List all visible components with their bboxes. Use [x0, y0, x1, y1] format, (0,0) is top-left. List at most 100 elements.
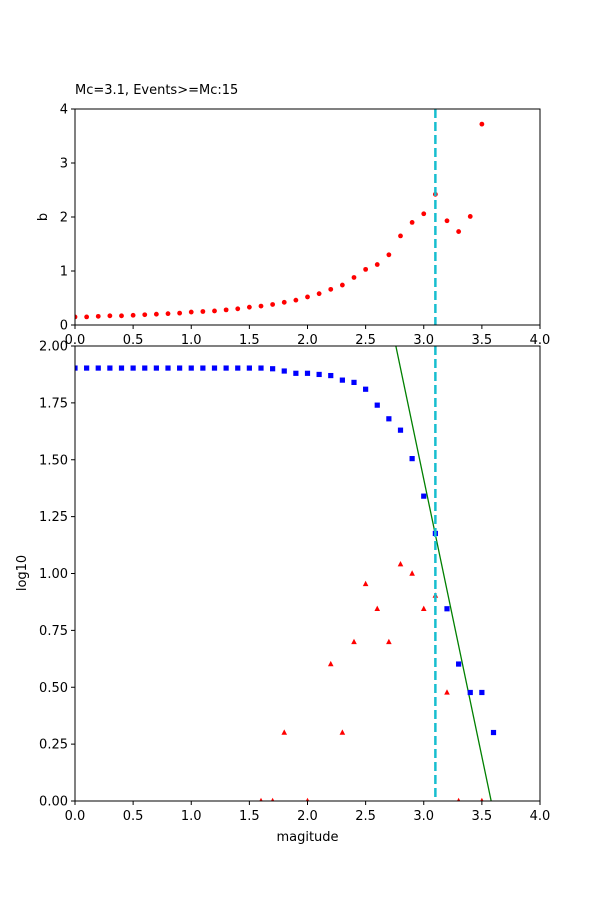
b-value-point [223, 307, 229, 313]
b-value-point [119, 313, 124, 319]
noncumulative-count-point [351, 638, 357, 645]
b-value-point [107, 313, 113, 319]
frequency-magnitude-panel: log10 magitude 0.0 0.5 1.0 1.5 2.0 2.5 3.0 3.5 4… [15, 340, 550, 846]
top-y-tick-labels: 0 1 2 3 4 [60, 103, 75, 334]
cumulative-count-point [479, 689, 485, 696]
b-value-point [188, 309, 194, 315]
noncumulative-count-point [327, 660, 334, 667]
cumulative-count-point [211, 365, 218, 371]
noncumulative-count-point [456, 797, 461, 801]
noncumulative-count-point [362, 580, 369, 587]
cumulative-count-point [235, 365, 241, 371]
b-value-point [305, 294, 310, 300]
top-axes-frame [74, 108, 541, 326]
bottom-x-tick-label: 1.0 [181, 809, 202, 824]
cumulative-count-point [75, 365, 78, 371]
cumulative-count-point [328, 372, 334, 379]
bottom-y-tick-label: 0.25 [39, 738, 68, 753]
top-y-tick-label: 1 [60, 265, 68, 280]
bottom-y-tick-label: 1.75 [39, 396, 68, 411]
bottom-x-tick-label: 1.5 [239, 809, 260, 824]
b-value-point [235, 306, 241, 312]
b-value-point [398, 233, 403, 239]
cumulative-count-point [177, 365, 183, 371]
noncumulative-count-point [409, 570, 415, 576]
b-value-point [75, 314, 78, 320]
bottom-y-tick-label: 0.50 [39, 681, 68, 696]
bottom-axes-frame [74, 345, 541, 802]
top-x-tick-label: 3.5 [472, 333, 493, 348]
bottom-panel-ylabel: log10 [15, 555, 30, 591]
b-value-point [246, 304, 252, 310]
top-x-tick-label: 2.5 [355, 333, 376, 348]
cumulative-count-point [293, 370, 299, 376]
cumulative-count-point [200, 365, 206, 371]
bottom-x-tick-label: 2.0 [297, 809, 318, 824]
bottom-x-tick-label: 3.0 [413, 809, 434, 824]
b-value-panel: Mc=3.1, Events>=Mc:15 b 0.0 0.5 1.0 1.5 2.0 2… [36, 83, 550, 348]
cumulative-count-point [316, 371, 322, 378]
noncumulative-count-point [480, 797, 484, 801]
bottom-y-tick-label: 0.00 [39, 795, 68, 810]
b-value-point [316, 291, 322, 297]
bottom-y-tick-labels: 0.00 0.25 0.50 0.75 1.00 1.25 1.50 1.75 2.00 [39, 340, 75, 810]
cumulative-count-point [188, 365, 194, 371]
cumulative-count-point [223, 365, 229, 371]
cumulative-count-point [490, 729, 497, 736]
top-panel-title: Mc=3.1, Events>=Mc:15 [75, 83, 238, 98]
b-value-point [281, 299, 287, 305]
b-value-point [142, 312, 148, 318]
cumulative-count-point [84, 365, 90, 371]
cumulative-count-point [246, 365, 252, 371]
b-value-point [409, 220, 415, 225]
b-value-point [456, 229, 462, 234]
cumulative-count-point [165, 365, 171, 371]
b-value-point [444, 218, 450, 224]
bottom-y-tick-label: 0.75 [39, 624, 68, 639]
bottom-marks [75, 346, 497, 801]
top-x-tick-label: 1.5 [239, 333, 260, 348]
cumulative-count-point [339, 377, 345, 383]
cumulative-count-point [304, 370, 311, 376]
top-panel-ylabel: b [36, 213, 51, 221]
b-value-point [270, 302, 276, 307]
cumulative-count-point [107, 365, 113, 371]
cumulative-count-point [130, 365, 136, 371]
cumulative-count-point [409, 456, 415, 462]
b-value-point [339, 282, 345, 288]
bottom-panel-xlabel: magitude [276, 830, 338, 845]
b-value-point [467, 214, 473, 219]
top-marks [75, 109, 485, 325]
b-value-point [95, 313, 101, 319]
bottom-y-tick-label: 1.00 [39, 567, 68, 582]
noncumulative-count-point [386, 638, 392, 645]
top-x-tick-label: 1.0 [181, 333, 202, 348]
noncumulative-count-point [259, 797, 263, 801]
bottom-x-tick-label: 0.0 [65, 809, 86, 824]
bottom-x-tick-label: 2.5 [355, 809, 376, 824]
cumulative-count-point [467, 689, 473, 696]
bottom-y-tick-label: 2.00 [39, 340, 68, 355]
gutenberg-richter-fit-line [395, 346, 492, 801]
b-value-point [328, 286, 334, 292]
cumulative-count-point [142, 365, 148, 371]
cumulative-count-point [281, 368, 287, 374]
cumulative-count-point [258, 365, 264, 371]
cumulative-count-point [270, 366, 276, 372]
bottom-plot-area [75, 346, 497, 801]
cumulative-count-point [421, 493, 427, 499]
b-value-point [386, 252, 392, 258]
noncumulative-count-point [305, 797, 310, 801]
top-x-tick-label: 4.0 [530, 333, 551, 348]
b-value-point [212, 308, 217, 314]
b-value-point [177, 310, 183, 316]
b-value-point [130, 312, 136, 318]
cumulative-count-point [456, 661, 462, 667]
b-value-point [363, 266, 369, 272]
noncumulative-count-point [339, 729, 346, 735]
top-plot-area [75, 109, 485, 325]
cumulative-count-point [153, 365, 159, 371]
top-x-tick-labels: 0.0 0.5 1.0 1.5 2.0 2.5 3.0 3.5 4.0 [65, 325, 551, 348]
